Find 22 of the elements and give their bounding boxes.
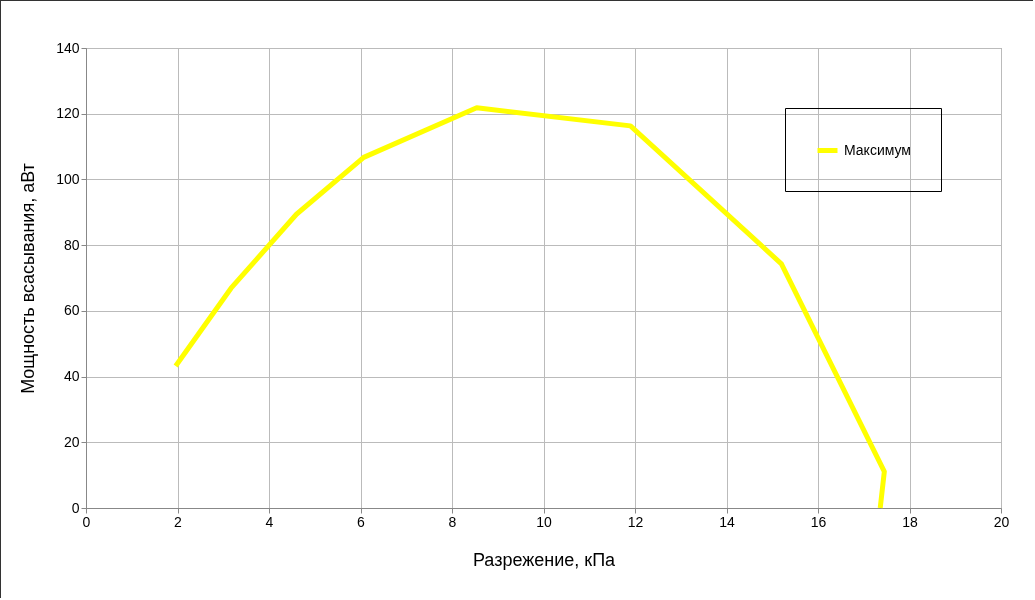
y-tick-label: 20 — [63, 433, 80, 450]
x-tick-label: 0 — [82, 513, 91, 530]
x-tick-label: 8 — [448, 513, 457, 530]
y-tick-label: 140 — [56, 39, 80, 56]
x-tick-label: 10 — [536, 513, 552, 530]
x-tick-label: 16 — [810, 513, 827, 530]
y-axis-title: Мощность всасывания, аВт — [18, 163, 39, 394]
y-tick-label: 80 — [63, 236, 80, 253]
x-tick-label: 12 — [627, 513, 644, 530]
y-tick-label: 120 — [56, 105, 80, 122]
y-tick-label: 0 — [71, 499, 80, 516]
x-tick-label: 18 — [902, 513, 918, 530]
legend-label: Максимум — [844, 141, 911, 158]
y-tick-label: 40 — [63, 368, 80, 385]
x-axis-title: Разрежение, кПа — [472, 549, 617, 570]
y-tick-label: 100 — [56, 170, 80, 187]
x-tick-label: 20 — [993, 513, 1010, 530]
y-tick-label: 60 — [63, 302, 80, 319]
x-tick-label: 4 — [265, 513, 274, 530]
x-tick-label: 6 — [357, 513, 366, 530]
x-tick-label: 14 — [719, 513, 735, 530]
x-tick-label: 2 — [174, 513, 183, 530]
